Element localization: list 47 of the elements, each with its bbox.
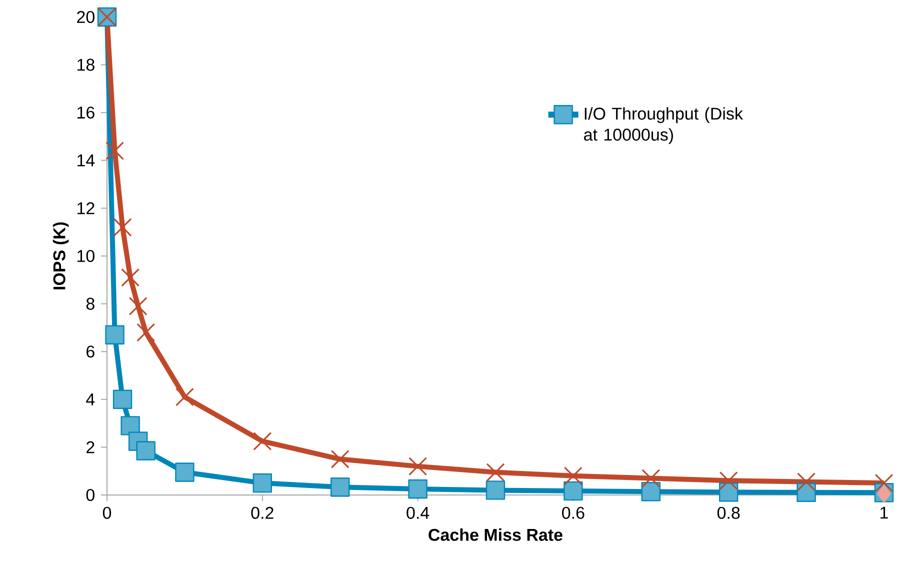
- point: [719, 482, 738, 502]
- point: [641, 482, 660, 502]
- y-tick-label: 8: [86, 298, 94, 310]
- point: [408, 479, 428, 499]
- y-axis-title: IOPS (K): [52, 222, 69, 290]
- point: [253, 432, 272, 450]
- y-tick-label: 6: [86, 346, 94, 358]
- point: [112, 390, 132, 409]
- point: [642, 468, 660, 488]
- legend-label: I/O Throughput (Disk at 10000us): [584, 107, 743, 144]
- y-tick-label: 2: [86, 441, 94, 454]
- point: [564, 481, 583, 501]
- x-tick-label: 0: [102, 506, 112, 519]
- y-tick-label: 14: [78, 154, 95, 166]
- point: [105, 142, 124, 160]
- y-tick-label: 20: [77, 10, 94, 24]
- x-tick-label: 0.6: [562, 506, 584, 519]
- x-tick-label: 1: [880, 506, 888, 519]
- point: [486, 462, 505, 482]
- point: [797, 472, 816, 492]
- point: [121, 268, 140, 287]
- y-tick-label: 0: [86, 488, 94, 502]
- point: [175, 388, 194, 406]
- x-tick-label: 0.2: [251, 506, 274, 519]
- point: [128, 296, 148, 316]
- point: [136, 323, 156, 342]
- point: [408, 457, 428, 476]
- y-tick-label: 12: [78, 202, 94, 214]
- point: [252, 473, 272, 493]
- point: [486, 480, 506, 500]
- point: [105, 325, 124, 344]
- point: [719, 471, 738, 490]
- point: [796, 482, 816, 502]
- point: [113, 218, 132, 237]
- point: [136, 441, 156, 460]
- y-tick-label: 16: [78, 106, 94, 119]
- y-tick-label: 18: [78, 58, 94, 71]
- y-tick-label: 10: [78, 250, 94, 262]
- point: [330, 478, 350, 497]
- point: [175, 462, 194, 482]
- point: [874, 474, 894, 492]
- point: [330, 450, 350, 468]
- y-tick-label: 4: [86, 394, 95, 406]
- x-axis-title: Cache Miss Rate: [428, 528, 562, 541]
- point: [564, 466, 582, 486]
- x-tick-label: 0.4: [406, 506, 430, 519]
- x-tick-label: 0.8: [717, 506, 740, 519]
